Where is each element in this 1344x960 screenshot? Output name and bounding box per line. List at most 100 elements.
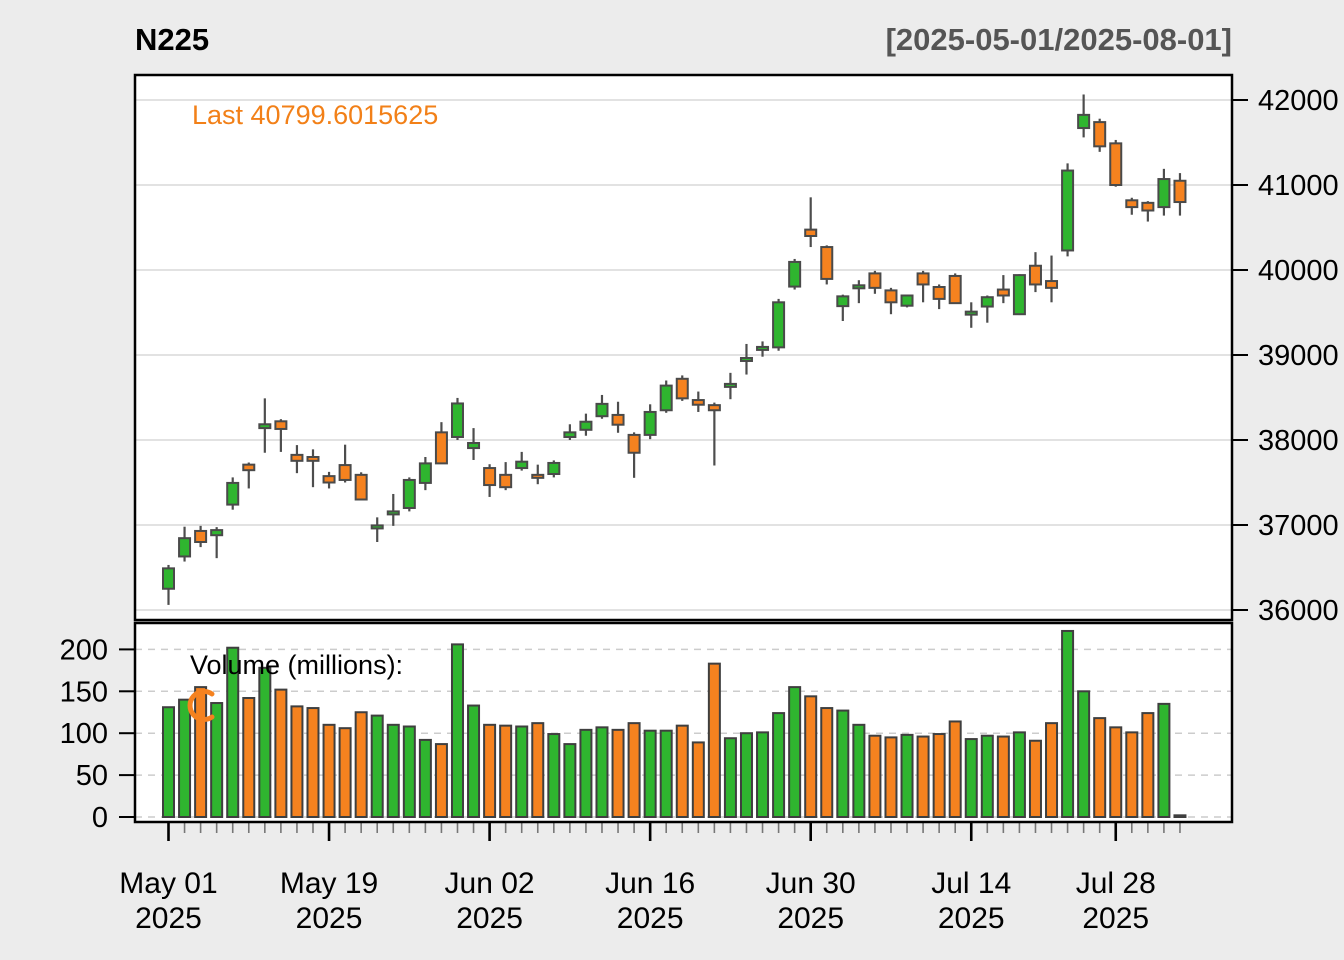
volume-bar-2025-06-03 xyxy=(499,724,513,819)
candle-2025-07-17 xyxy=(1012,274,1026,316)
volume-bar-2025-06-17 xyxy=(659,729,673,818)
volume-bar-2025-07-28 xyxy=(1109,726,1123,818)
volume-pane-label: Volume (millions): xyxy=(190,650,404,680)
volume-tick-label: 50 xyxy=(76,760,108,792)
volume-tick-label: 0 xyxy=(92,802,108,834)
candle-2025-06-26 xyxy=(772,298,786,351)
candle-2025-05-29 xyxy=(450,397,464,440)
candle-body xyxy=(306,456,320,462)
volume-bar-2025-05-14 xyxy=(274,688,288,819)
volume-bar-2025-05-16 xyxy=(306,707,320,818)
candle-2025-07-11 xyxy=(948,273,962,305)
price-pane-border xyxy=(133,73,1234,622)
candle-2025-05-30 xyxy=(467,428,481,460)
y-tick-label: 42000 xyxy=(1258,85,1339,117)
volume-bar-2025-05-19 xyxy=(322,723,336,819)
candle-body xyxy=(579,420,593,431)
x-tick-label: Jun 30 xyxy=(766,867,856,900)
volume-bar-2025-06-10 xyxy=(579,728,593,819)
candle-body xyxy=(980,296,994,308)
chart-title: N225 xyxy=(135,22,210,57)
candle-body xyxy=(434,431,448,465)
last-price-label: Last 40799.6015625 xyxy=(192,100,439,130)
candle-body xyxy=(1125,199,1139,209)
y-axis-right: 36000 37000 38000 39000 40000 41000 42000 xyxy=(1232,85,1339,627)
volume-axis-left: 0 50 100 150 200 xyxy=(60,634,135,834)
volume-bar-2025-05-23 xyxy=(386,723,400,819)
candle-2025-06-27 xyxy=(788,258,802,290)
candle-2025-07-08 xyxy=(900,294,914,308)
candle-2025-06-25 xyxy=(756,341,770,357)
volume-bar-2025-06-02 xyxy=(483,723,497,819)
candle-body xyxy=(563,431,577,439)
candle-2025-05-21 xyxy=(354,472,368,501)
candle-2025-06-03 xyxy=(499,462,513,491)
candle-body xyxy=(820,246,834,280)
candle-body xyxy=(804,228,818,237)
candle-body xyxy=(932,286,946,300)
candle-body xyxy=(739,356,753,362)
volume-bar-2025-07-29 xyxy=(1125,731,1139,818)
candle-body xyxy=(916,272,930,286)
candle-2025-06-17 xyxy=(659,380,673,413)
volume-bar-2025-05-08 xyxy=(210,702,224,818)
y-tick-label: 36000 xyxy=(1258,595,1339,627)
candle-body xyxy=(386,510,400,516)
candle-body xyxy=(483,467,497,487)
volume-bar-2025-05-02 xyxy=(178,698,192,818)
y-tick-label: 40000 xyxy=(1258,255,1339,287)
volume-bar-2025-07-15 xyxy=(980,734,994,818)
x-tick-label: Jul 14 xyxy=(931,867,1011,900)
volume-bar-2025-07-23 xyxy=(1061,629,1075,818)
candle-2025-05-20 xyxy=(338,444,352,483)
candle-2025-05-15 xyxy=(290,445,304,474)
volume-bar-2025-05-27 xyxy=(418,738,432,818)
candle-body xyxy=(515,460,529,470)
candle-2025-07-16 xyxy=(996,275,1010,304)
volume-bar-2025-06-11 xyxy=(595,726,609,818)
volume-bar-2025-07-10 xyxy=(932,733,946,819)
volume-bar-2025-07-09 xyxy=(916,735,930,818)
candle-2025-06-13 xyxy=(627,432,641,478)
candle-2025-05-22 xyxy=(370,517,384,542)
volume-bar-2025-07-31 xyxy=(1157,702,1171,818)
volume-bar-2025-06-05 xyxy=(531,722,545,818)
candle-body xyxy=(723,382,737,388)
volume-bar-2025-07-25 xyxy=(1093,717,1107,819)
candle-body xyxy=(178,537,192,558)
candle-2025-06-23 xyxy=(723,372,737,400)
y-tick-label: 37000 xyxy=(1258,510,1339,542)
candle-2025-07-31 xyxy=(1157,168,1171,216)
candle-body xyxy=(675,377,689,400)
candle-2025-06-11 xyxy=(595,394,609,419)
candle-2025-05-27 xyxy=(418,457,432,491)
volume-tick-label: 100 xyxy=(60,718,108,750)
candle-2025-05-26 xyxy=(402,477,416,512)
volume-bar-2025-07-22 xyxy=(1045,722,1059,818)
candle-2025-06-06 xyxy=(547,460,561,478)
candle-body xyxy=(1028,264,1042,286)
volume-bar-2025-07-11 xyxy=(948,720,962,819)
x-tick-year: 2025 xyxy=(135,902,202,935)
candle-2025-07-18 xyxy=(1028,252,1042,293)
candle-body xyxy=(1077,113,1091,130)
candle-body xyxy=(258,423,272,430)
y-tick-label: 41000 xyxy=(1258,170,1339,202)
x-tick-year: 2025 xyxy=(777,902,844,935)
candle-2025-07-30 xyxy=(1141,201,1155,222)
volume-bar-2025-07-30 xyxy=(1141,712,1155,819)
volume-bar-2025-07-24 xyxy=(1077,690,1091,818)
candle-2025-05-23 xyxy=(386,493,400,526)
candle-body xyxy=(996,288,1010,297)
volume-bar-2025-07-14 xyxy=(964,738,978,818)
candle-body xyxy=(643,410,657,436)
volume-bar-2025-06-19 xyxy=(691,741,705,819)
candle-body xyxy=(611,413,625,426)
candle-2025-07-25 xyxy=(1093,118,1107,152)
candle-body xyxy=(707,404,721,412)
volume-bar-2025-06-04 xyxy=(515,725,529,818)
candle-2025-05-09 xyxy=(226,477,240,510)
volume-bar-2025-07-07 xyxy=(884,736,898,819)
